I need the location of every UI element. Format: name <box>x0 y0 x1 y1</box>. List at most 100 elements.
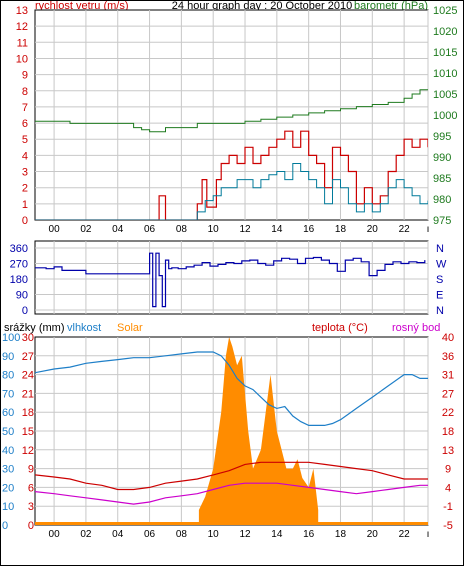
wind-tick-label: 13 <box>16 5 28 17</box>
rain-tick-label: 12 <box>22 445 34 457</box>
humidity-tick-label: 80 <box>2 370 14 382</box>
temperature-axis-label: teplota (°C) <box>312 322 368 334</box>
barometer-tick-label: 1005 <box>433 89 457 101</box>
wind-tick-label: 12 <box>16 21 28 33</box>
rain-axis-label: srážky (mm) <box>4 322 65 334</box>
humidity-tick-label: 40 <box>2 445 14 457</box>
compass-label: E <box>436 290 443 302</box>
temperature-tick-label: -1 <box>443 501 453 513</box>
wind-tick-label: 6 <box>22 118 28 130</box>
barometer-tick-label: 980 <box>433 194 451 206</box>
temperature-line <box>35 461 428 491</box>
rain-tick-label: 30 <box>22 332 34 344</box>
x-tick-label: 20 <box>367 224 379 235</box>
rain-tick-label: 18 <box>22 407 34 419</box>
dewpoint-line <box>35 482 428 505</box>
wind-barometer-plot <box>35 89 428 220</box>
temperature-tick-label: 40 <box>442 332 454 344</box>
direction-tick-label: 90 <box>16 290 28 302</box>
humidity-tick-label: 100 <box>2 332 20 344</box>
compass-label: W <box>436 259 447 271</box>
x-tick-label: 00 <box>49 224 61 235</box>
rain-tick-label: 9 <box>28 464 34 476</box>
solar-area <box>198 337 319 525</box>
x-tick-label: 02 <box>80 529 92 540</box>
x-tick-label: 18 <box>335 529 347 540</box>
wind-tick-label: 2 <box>22 183 28 195</box>
humidity-tick-label: 30 <box>2 464 14 476</box>
rain-tick-label: 3 <box>28 501 34 513</box>
wind-direction-plot <box>35 252 426 308</box>
wind-speed-line <box>35 130 428 220</box>
x-tick-label: 18 <box>335 224 347 235</box>
barometer-line <box>35 89 428 133</box>
barometer-tick-label: 1020 <box>433 26 457 38</box>
wind-tick-label: 3 <box>22 167 28 179</box>
dewpoint-axis-label: rosný bod <box>392 322 440 334</box>
rain-tick-label: 21 <box>22 388 34 400</box>
x-tick-label: 06 <box>144 529 156 540</box>
barometer-tick-label: 975 <box>433 215 451 227</box>
x-tick-label: 10 <box>208 224 220 235</box>
wind-direction-line <box>35 252 426 308</box>
x-tick-label: 08 <box>176 224 188 235</box>
x-tick-label: 14 <box>271 529 283 540</box>
humidity-tick-label: 0 <box>2 520 8 532</box>
x-tick-label: 12 <box>239 224 251 235</box>
x-tick-label: ı <box>427 224 430 235</box>
wind-tick-label: 8 <box>22 86 28 98</box>
x-tick-label: 06 <box>144 224 156 235</box>
direction-tick-label: 180 <box>10 274 28 286</box>
humidity-line <box>35 351 428 426</box>
wind-tick-label: 0 <box>22 215 28 227</box>
compass-label: N <box>436 243 444 255</box>
solar-baseline <box>35 522 428 525</box>
panel-direction-frame <box>34 240 429 315</box>
solar-axis-label: Solar <box>117 322 143 334</box>
wind-tick-label: 9 <box>22 70 28 82</box>
humidity-tick-label: 10 <box>2 501 14 513</box>
humidity-tick-label: 20 <box>2 482 14 494</box>
wind-tick-label: 1 <box>22 199 28 211</box>
temperature-tick-label: 27 <box>442 388 454 400</box>
temperature-tick-label: 18 <box>442 426 454 438</box>
panel-wind-frame <box>34 9 429 221</box>
humidity-tick-label: 70 <box>2 388 14 400</box>
wind-tick-label: 5 <box>22 134 28 146</box>
chart-title: 24 hour graph day : 20 October 2010 <box>172 0 352 12</box>
barometer-tick-label: 1025 <box>433 5 457 17</box>
rain-tick-label: 6 <box>28 482 34 494</box>
barometer-tick-label: 1015 <box>433 47 457 59</box>
humidity-tick-label: 90 <box>2 351 14 363</box>
x-tick-label: 22 <box>399 529 411 540</box>
barometer-tick-label: 1000 <box>433 110 457 122</box>
rain-tick-label: 0 <box>28 520 34 532</box>
barometer-tick-label: 1010 <box>433 68 457 80</box>
x-tick-label: 14 <box>271 224 283 235</box>
gridlines <box>35 10 429 525</box>
x-tick-label: 08 <box>176 529 188 540</box>
compass-label: S <box>436 274 443 286</box>
x-tick-label: 22 <box>399 224 411 235</box>
temperature-tick-label: 13 <box>442 445 454 457</box>
x-tick-label: 02 <box>80 224 92 235</box>
wind-tick-label: 4 <box>22 150 28 162</box>
x-tick-label: 16 <box>303 224 315 235</box>
temperature-tick-label: 31 <box>442 370 454 382</box>
temperature-tick-label: 9 <box>445 464 451 476</box>
humidity-tick-label: 60 <box>2 407 14 419</box>
wind-tick-label: 7 <box>22 102 28 114</box>
barometer-tick-label: 990 <box>433 152 451 164</box>
x-tick-label: 04 <box>112 224 124 235</box>
rain-tick-label: 15 <box>22 426 34 438</box>
rain-tick-label: 27 <box>22 351 34 363</box>
temperature-tick-label: 22 <box>442 407 454 419</box>
humidity-axis-label: vlhkost <box>67 322 101 334</box>
temperature-tick-label: 4 <box>445 482 451 494</box>
x-tick-label: 10 <box>208 529 220 540</box>
x-tick-label: 16 <box>303 529 315 540</box>
x-tick-label: 20 <box>367 529 379 540</box>
x-tick-label: 04 <box>112 529 124 540</box>
